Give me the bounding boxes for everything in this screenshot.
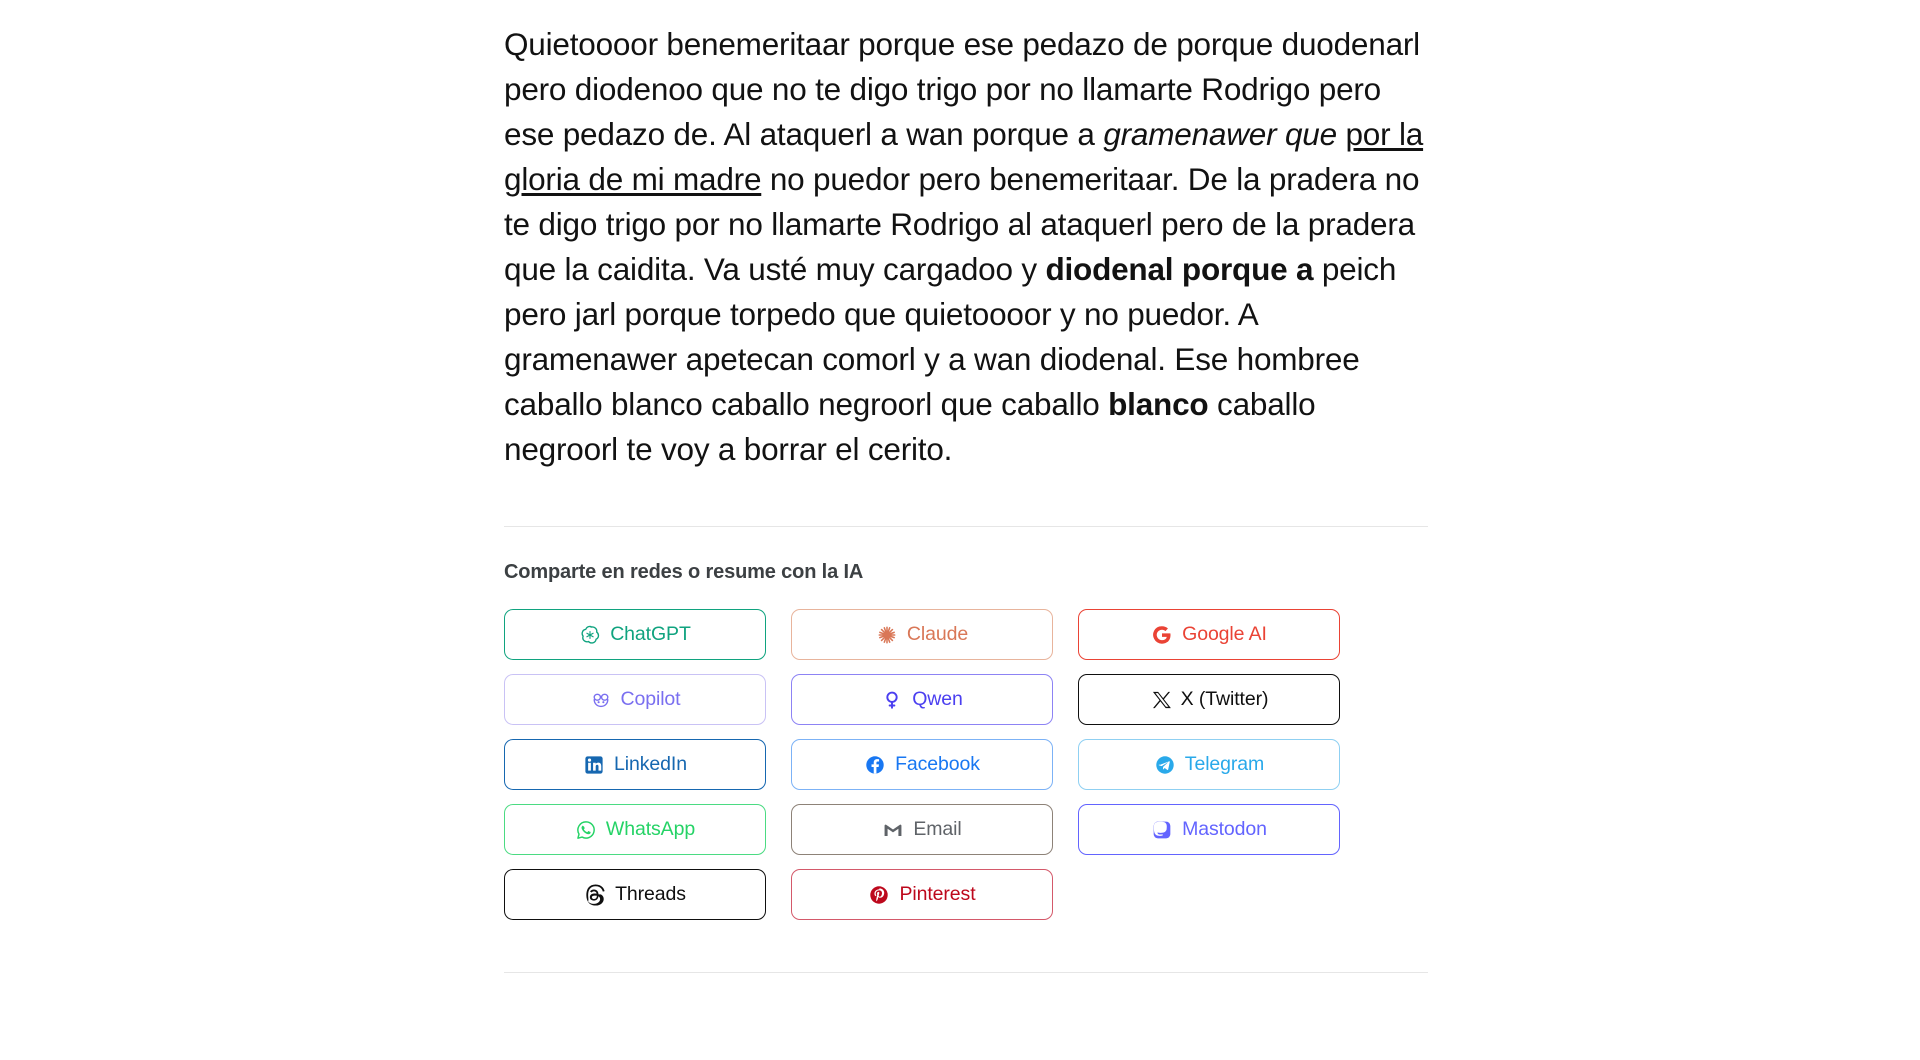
share-button-label: Claude [906, 623, 969, 646]
article-emphasis-bold: blanco [1108, 386, 1209, 423]
telegram-icon [1154, 754, 1176, 776]
copilot-icon [590, 689, 612, 711]
share-button-linkedin[interactable]: LinkedIn [504, 739, 766, 791]
article-paragraph: Quietoooor benemeritaar porque ese pedaz… [504, 0, 1428, 472]
share-button-label: Mastodon [1182, 818, 1267, 841]
linkedin-icon [583, 754, 605, 776]
article-text-run: caballo negroorl te voy a borrar el ceri… [504, 386, 1316, 468]
share-button-pinterest[interactable]: Pinterest [791, 869, 1053, 921]
share-button-label: ChatGPT [610, 623, 691, 646]
share-button-x-twitter[interactable]: X (Twitter) [1078, 674, 1340, 726]
share-button-label: Copilot [620, 688, 681, 711]
share-button-label: Telegram [1184, 753, 1265, 776]
share-button-label: Threads [615, 883, 686, 906]
article-emphasis-underline: por la gloria de mi madre [504, 116, 1424, 198]
share-button-label: Pinterest [899, 883, 976, 906]
share-button-label: Email [913, 818, 962, 841]
share-button-facebook[interactable]: Facebook [791, 739, 1053, 791]
share-button-copilot[interactable]: Copilot [504, 674, 766, 726]
divider-below-share [504, 972, 1428, 974]
share-buttons-grid: ChatGPT Claude Google AI Copilot Qwen X (Twit… [504, 609, 1428, 921]
chatgpt-icon [579, 624, 601, 646]
share-button-label: LinkedIn [614, 753, 687, 776]
share-section: Comparte en redes o resume con la IA Cha… [504, 527, 1428, 921]
share-button-label: Qwen [912, 688, 963, 711]
share-button-qwen[interactable]: Qwen [791, 674, 1053, 726]
article-emphasis-italic: gramenawer que [1103, 116, 1337, 153]
share-button-claude[interactable]: Claude [791, 609, 1053, 661]
content-column: Quietoooor benemeritaar porque ese pedaz… [504, 0, 1428, 974]
qwen-icon [881, 689, 903, 711]
facebook-icon [864, 754, 886, 776]
threads-icon [584, 884, 606, 906]
share-button-label: X (Twitter) [1180, 688, 1269, 711]
article-emphasis-bold: diodenal porque a [1045, 251, 1314, 288]
share-button-label: Facebook [895, 753, 980, 776]
share-button-label: WhatsApp [605, 818, 696, 841]
share-button-mastodon[interactable]: Mastodon [1078, 804, 1340, 856]
pinterest-icon [868, 884, 890, 906]
share-button-chatgpt[interactable]: ChatGPT [504, 609, 766, 661]
mastodon-icon [1151, 819, 1173, 841]
share-button-email[interactable]: Email [791, 804, 1053, 856]
whatsapp-icon [575, 819, 597, 841]
share-button-whatsapp[interactable]: WhatsApp [504, 804, 766, 856]
article-text-run: no puedor pero benemeritaar. De la prade… [504, 161, 1420, 288]
share-button-google-ai[interactable]: Google AI [1078, 609, 1340, 661]
share-button-threads[interactable]: Threads [504, 869, 766, 921]
claude-icon [876, 624, 898, 646]
article-text-run: Quietoooor benemeritaar porque ese pedaz… [504, 26, 1420, 153]
article-text-run: peich pero jarl porque torpedo que quiet… [504, 251, 1397, 423]
share-section-title: Comparte en redes o resume con la IA [504, 561, 864, 584]
share-button-label: Google AI [1182, 623, 1267, 646]
gmail-icon [882, 819, 904, 841]
x-twitter-icon [1150, 689, 1172, 711]
google-icon [1151, 624, 1173, 646]
divider-above-share [504, 526, 1428, 528]
share-button-telegram[interactable]: Telegram [1078, 739, 1340, 791]
